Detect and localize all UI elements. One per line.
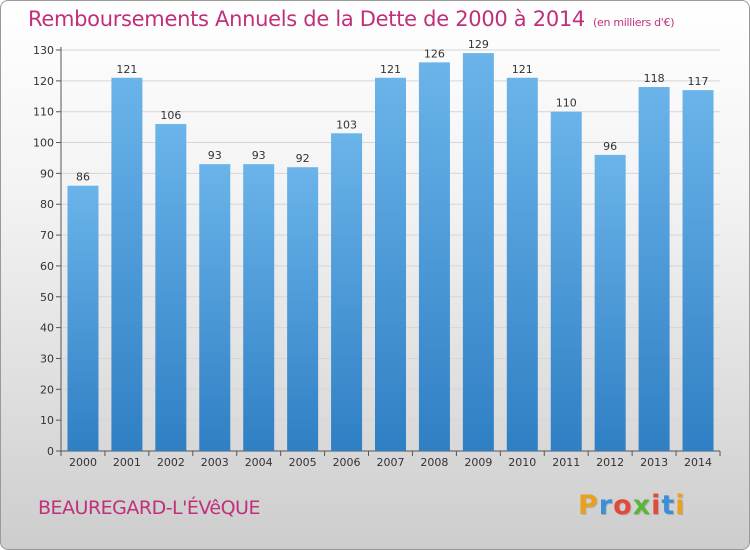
bar-2014 xyxy=(682,90,714,451)
bar-2010 xyxy=(506,77,538,451)
y-tick-label: 130 xyxy=(33,44,54,57)
x-tick-label-2012: 2012 xyxy=(596,456,624,469)
y-tick-label: 20 xyxy=(40,383,54,396)
x-tick-label-2004: 2004 xyxy=(245,456,273,469)
bar-2011 xyxy=(550,111,582,451)
bar-2006 xyxy=(331,133,363,452)
y-tick-label: 10 xyxy=(40,414,54,427)
chart-unit: (en milliers d'€) xyxy=(593,16,675,29)
bar-2003 xyxy=(199,164,231,451)
x-tick-label-2000: 2000 xyxy=(69,456,97,469)
value-label-2009: 129 xyxy=(468,38,489,51)
proxiti-logo[interactable]: Proxiti xyxy=(578,490,686,521)
value-label-2001: 121 xyxy=(116,63,137,76)
bars xyxy=(67,53,714,452)
y-tick-label: 30 xyxy=(40,352,54,365)
value-label-2000: 86 xyxy=(76,171,90,184)
value-label-2005: 92 xyxy=(296,152,310,165)
value-label-2010: 121 xyxy=(512,63,533,76)
x-tick-label-2002: 2002 xyxy=(157,456,185,469)
brand-letter: P xyxy=(578,490,599,521)
x-tick-label-2007: 2007 xyxy=(377,456,405,469)
x-tick-label-2008: 2008 xyxy=(420,456,448,469)
x-tick-label-2009: 2009 xyxy=(464,456,492,469)
x-tick-label-2011: 2011 xyxy=(552,456,580,469)
x-tick-label-2003: 2003 xyxy=(201,456,229,469)
brand-letter: r xyxy=(598,490,614,521)
bar-2012 xyxy=(594,154,626,451)
value-label-2002: 106 xyxy=(160,109,181,122)
value-label-2012: 96 xyxy=(603,140,617,153)
x-tick-label-2013: 2013 xyxy=(640,456,668,469)
brand-letter: x xyxy=(632,490,652,521)
bar-2008 xyxy=(418,62,450,451)
bar-2005 xyxy=(287,167,319,451)
bar-2007 xyxy=(375,77,406,451)
brand-letter: t xyxy=(661,490,676,521)
brand-letter: i xyxy=(651,490,662,521)
y-tick-label: 0 xyxy=(47,445,54,458)
y-tick-label: 110 xyxy=(33,106,54,119)
bar-2000 xyxy=(67,185,99,451)
y-tick-label: 70 xyxy=(40,229,54,242)
y-tick-label: 90 xyxy=(40,167,54,180)
brand-letter: o xyxy=(613,490,633,521)
y-tick-label: 50 xyxy=(40,291,54,304)
chart-title-text: Remboursements Annuels de la Dette de 20… xyxy=(28,7,585,31)
value-label-2007: 121 xyxy=(380,63,401,76)
data-labels: 86 121 106 93 93 92 103 121 126 129 121 110 96 118 117 xyxy=(76,38,709,184)
value-label-2011: 110 xyxy=(556,97,577,110)
bar-2004 xyxy=(243,164,275,451)
value-label-2004: 93 xyxy=(252,149,266,162)
x-tick-label-2001: 2001 xyxy=(113,456,141,469)
value-label-2003: 93 xyxy=(208,149,222,162)
bar-2009 xyxy=(462,53,494,451)
y-tick-label: 40 xyxy=(40,322,54,335)
value-label-2014: 117 xyxy=(688,75,709,88)
x-tick-label-2005: 2005 xyxy=(289,456,317,469)
value-label-2008: 126 xyxy=(424,47,445,60)
x-tick-label-2006: 2006 xyxy=(333,456,361,469)
value-label-2013: 118 xyxy=(644,72,665,85)
bar-2002 xyxy=(155,124,187,452)
value-label-2006: 103 xyxy=(336,118,357,131)
brand-letter: i xyxy=(675,490,686,521)
chart-title: Remboursements Annuels de la Dette de 20… xyxy=(28,7,674,31)
x-tick-label-2014: 2014 xyxy=(684,456,712,469)
commune-name: BEAUREGARD-L'ÉVêQUE xyxy=(38,497,260,519)
y-tick-label: 80 xyxy=(40,198,54,211)
x-tick-label-2010: 2010 xyxy=(508,456,536,469)
bar-2013 xyxy=(638,87,670,451)
y-tick-label: 100 xyxy=(33,137,54,150)
bar-2001 xyxy=(111,77,143,451)
y-tick-label: 120 xyxy=(33,75,54,88)
y-tick-label: 60 xyxy=(40,260,54,273)
